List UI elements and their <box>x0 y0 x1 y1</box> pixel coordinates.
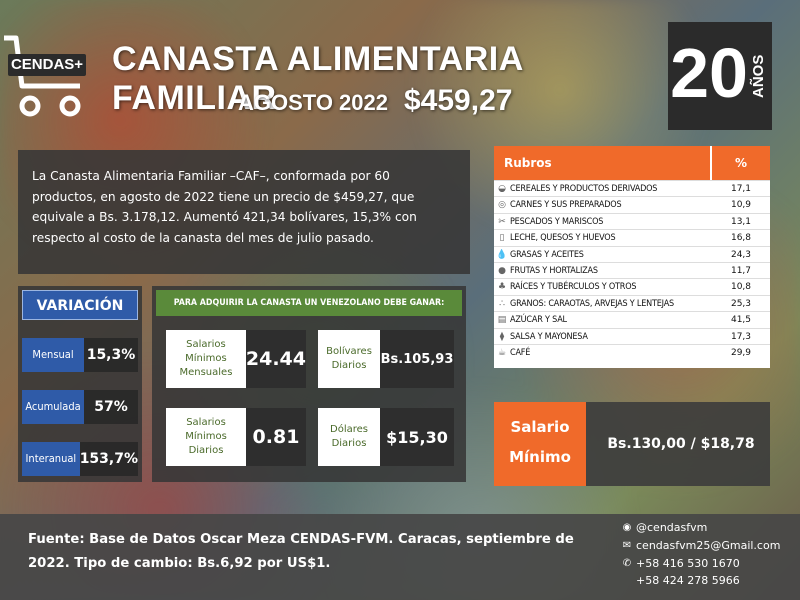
milk-icon: ▯ <box>499 233 505 244</box>
variacion-panel: VARIACIÓN Mensual 15,3% Acumulada 57% In… <box>18 286 142 482</box>
instagram-line: ◉ @cendasfvm <box>620 518 796 536</box>
row-name: AZÚCAR Y SAL <box>510 315 567 326</box>
anniversary-badge: 20 AÑOS <box>668 22 772 130</box>
table-row: ◎ CARNES Y SUS PREPARADOS 10,9 <box>494 196 770 213</box>
variacion-row-acumulada: Acumulada 57% <box>22 390 138 424</box>
table-row: ☕ CAFÉ 29,9 <box>494 343 770 361</box>
dolares-diarios-cell: Dólares Diarios $15,30 <box>318 408 454 466</box>
phone-line-2: +58 424 278 5966 <box>620 572 796 588</box>
variacion-label: Mensual <box>22 338 84 372</box>
rubros-header: Rubros % <box>494 146 770 180</box>
rubros-table: Rubros % ◒ CEREALES Y PRODUCTOS DERIVADO… <box>494 146 770 368</box>
source-note: Fuente: Base de Datos Oscar Meza CENDAS-… <box>28 532 574 571</box>
salarios-diarios-cell: Salarios Mínimos Diarios 0.81 <box>166 408 306 466</box>
bread-icon: ◒ <box>498 184 506 194</box>
adquirir-panel: PARA ADQUIRIR LA CANASTA UN VENEZOLANO D… <box>152 286 466 482</box>
page-title: CANASTA ALIMENTARIA FAMILIAR <box>112 40 523 117</box>
variacion-row-mensual: Mensual 15,3% <box>22 338 138 372</box>
table-row: 💧 GRASAS Y ACEITES 24,3 <box>494 245 770 262</box>
salarios-diarios-value: 0.81 <box>246 408 306 466</box>
dolares-diarios-label: Dólares Diarios <box>318 408 380 466</box>
row-pct: 16,8 <box>710 230 770 246</box>
adquirir-title: PARA ADQUIRIR LA CANASTA UN VENEZOLANO D… <box>156 290 462 316</box>
row-pct: 11,7 <box>710 262 770 279</box>
instagram-icon: ◉ <box>622 521 632 533</box>
row-name: CARNES Y SUS PREPARADOS <box>510 200 622 211</box>
contact-info: ◉ @cendasfvm ✉ cendasfvm25@Gmail.com ✆ +… <box>620 518 796 588</box>
bolivares-diarios-value: Bs.105,93 <box>380 330 454 388</box>
anniversary-number: 20 <box>670 34 748 112</box>
footer: Fuente: Base de Datos Oscar Meza CENDAS-… <box>0 514 800 600</box>
row-pct: 17,1 <box>710 181 770 197</box>
table-row: ◒ CEREALES Y PRODUCTOS DERIVADOS 17,1 <box>494 180 770 197</box>
variacion-value: 153,7% <box>79 442 138 476</box>
grain-icon: ∴ <box>499 298 505 309</box>
rubros-header-pct: % <box>710 146 770 180</box>
email-line: ✉ cendasfvm25@Gmail.com <box>620 536 796 554</box>
variacion-label: Interanual <box>22 442 80 476</box>
cendas-logo: CENDAS+ <box>0 24 92 124</box>
anniversary-word: AÑOS <box>750 54 767 98</box>
row-name: RAÍCES Y TUBÉRCULOS Y OTROS <box>510 282 637 293</box>
period-label: AGOSTO 2022 <box>238 90 388 115</box>
root-icon: ♣ <box>497 282 507 293</box>
row-pct: 17,3 <box>710 328 770 344</box>
salario-minimo-panel: Salario Mínimo Bs.130,00 / $18,78 <box>494 402 770 486</box>
row-name: CAFÉ <box>510 347 531 358</box>
row-pct: 25,3 <box>710 295 770 312</box>
variacion-label: Acumulada <box>22 390 84 424</box>
basket-price: $459,27 <box>404 84 513 117</box>
whatsapp-icon: ✆ <box>622 557 632 569</box>
email-icon: ✉ <box>622 539 632 551</box>
email-address[interactable]: cendasfvm25@Gmail.com <box>636 538 781 552</box>
instagram-handle[interactable]: @cendasfvm <box>636 520 708 534</box>
row-name: FRUTAS Y HORTALIZAS <box>510 265 598 276</box>
table-row: ● FRUTAS Y HORTALIZAS 11,7 <box>494 261 770 279</box>
table-row: ▤ AZÚCAR Y SAL 41,5 <box>494 311 770 328</box>
variacion-title: VARIACIÓN <box>22 290 138 320</box>
description-text: La Canasta Alimentaria Familiar –CAF–, c… <box>18 150 470 274</box>
fish-icon: ✂ <box>498 216 506 227</box>
variacion-value: 15,3% <box>84 338 138 372</box>
salarios-mensuales-cell: Salarios Mínimos Mensuales 24.44 <box>166 330 306 388</box>
table-row: ⧫ SALSA Y MAYONESA 17,3 <box>494 327 770 344</box>
table-row: ♣ RAÍCES Y TUBÉRCULOS Y OTROS 10,8 <box>494 278 770 295</box>
row-pct: 13,1 <box>710 213 770 230</box>
salario-minimo-value: Bs.130,00 / $18,78 <box>607 436 755 452</box>
bolivares-diarios-cell: Bolívares Diarios Bs.105,93 <box>318 330 454 388</box>
dolares-diarios-value: $15,30 <box>380 408 454 466</box>
salarios-mensuales-value: 24.44 <box>245 330 306 388</box>
variacion-row-interanual: Interanual 153,7% <box>22 442 138 476</box>
sugar-icon: ▤ <box>497 315 507 326</box>
rubros-header-name: Rubros <box>504 156 552 170</box>
row-name: PESCADOS Y MARISCOS <box>510 216 604 227</box>
variacion-value: 57% <box>84 390 138 424</box>
salario-minimo-label: Salario Mínimo <box>494 402 586 486</box>
row-name: GRASAS Y ACEITES <box>510 249 584 260</box>
row-name: LECHE, QUESOS Y HUEVOS <box>510 233 616 244</box>
table-row: ▯ LECHE, QUESOS Y HUEVOS 16,8 <box>494 229 770 246</box>
row-name: CEREALES Y PRODUCTOS DERIVADOS <box>510 184 658 194</box>
row-pct: 41,5 <box>710 312 770 328</box>
row-pct: 10,8 <box>710 279 770 295</box>
phone-number-2[interactable]: +58 424 278 5966 <box>636 573 740 587</box>
sauce-icon: ⧫ <box>499 331 505 342</box>
row-name: SALSA Y MAYONESA <box>510 331 588 342</box>
coffee-icon: ☕ <box>497 347 507 358</box>
oil-icon: 💧 <box>496 249 508 260</box>
row-pct: 24,3 <box>710 246 770 262</box>
row-pct: 29,9 <box>710 344 770 361</box>
row-name: GRANOS: CARAOTAS, ARVEJAS Y LENTEJAS <box>510 298 674 309</box>
phone-line: ✆ +58 416 530 1670 <box>620 554 796 572</box>
salarios-diarios-label: Salarios Mínimos Diarios <box>166 408 246 466</box>
meat-icon: ◎ <box>498 200 506 211</box>
table-row: ∴ GRANOS: CARAOTAS, ARVEJAS Y LENTEJAS 2… <box>494 294 770 312</box>
table-row: ✂ PESCADOS Y MARISCOS 13,1 <box>494 212 770 230</box>
bolivares-diarios-label: Bolívares Diarios <box>318 330 380 388</box>
salarios-mensuales-label: Salarios Mínimos Mensuales <box>166 330 246 388</box>
logo-text: CENDAS+ <box>8 54 86 76</box>
phone-number-1[interactable]: +58 416 530 1670 <box>636 556 740 570</box>
fruit-icon: ● <box>498 265 506 276</box>
row-pct: 10,9 <box>710 197 770 213</box>
